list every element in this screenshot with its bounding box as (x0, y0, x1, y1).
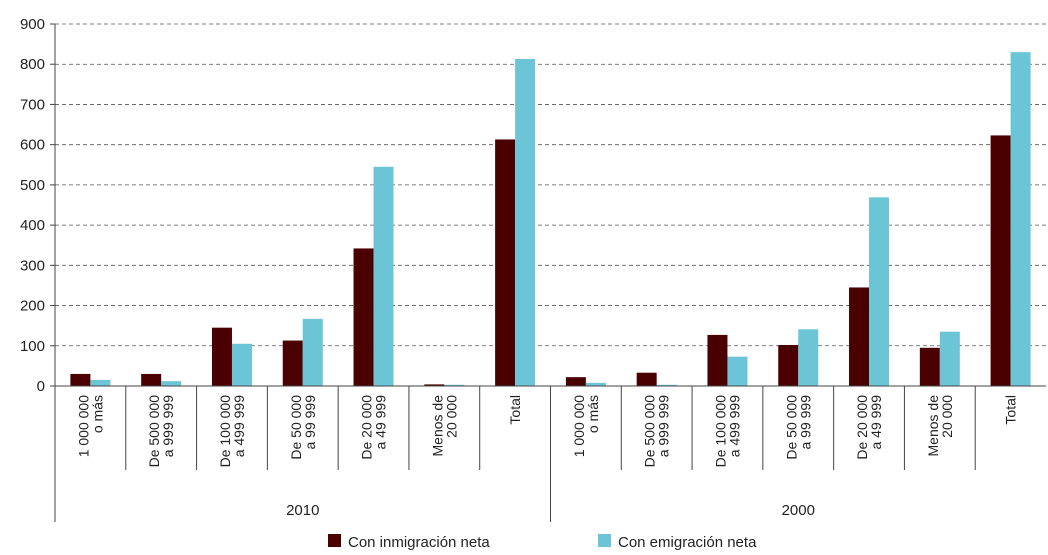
bar (585, 382, 606, 386)
bar (141, 373, 162, 386)
bar (778, 344, 799, 386)
bar (565, 377, 586, 386)
bar (919, 347, 940, 386)
y-tick-label: 100 (20, 338, 45, 355)
y-tick-label: 800 (20, 56, 45, 73)
x-tick-label: De 500 000 (146, 395, 162, 468)
x-tick-label: Menos de (429, 395, 445, 457)
y-tick-label: 200 (20, 298, 45, 315)
bar (90, 379, 111, 386)
y-tick-label: 500 (20, 177, 45, 194)
legend-label: Con emigración neta (618, 534, 757, 550)
bar (727, 356, 748, 386)
x-tick-label: 1 000 000 (75, 395, 91, 457)
bar (990, 135, 1011, 386)
x-tick-label: a 499 999 (726, 395, 742, 457)
x-tick-label: De 100 000 (712, 395, 728, 468)
x-tick-label: Total (1003, 395, 1019, 425)
bar (353, 248, 374, 386)
bar (70, 373, 91, 386)
x-tick-label: a 99 999 (797, 395, 813, 450)
x-tick-label: a 49 999 (373, 395, 389, 450)
y-tick-label: 400 (20, 217, 45, 234)
bar (495, 139, 516, 386)
legend-label: Con inmigración neta (348, 534, 490, 550)
legend-swatch (598, 534, 611, 547)
x-tick-label: De 20 000 (854, 395, 870, 460)
bar (231, 343, 252, 386)
x-tick-label: a 999 999 (160, 395, 176, 457)
x-tick-label: a 499 999 (231, 395, 247, 457)
x-tick-label: De 50 000 (783, 395, 799, 460)
bar (636, 372, 657, 386)
x-tick-label: a 99 999 (302, 395, 318, 450)
bar (302, 318, 323, 386)
group-label: 2000 (782, 502, 815, 519)
x-tick-label: o más (585, 395, 601, 433)
bar (515, 58, 536, 386)
x-tick-label: 20 000 (939, 395, 955, 438)
group-label: 2010 (286, 502, 319, 519)
bar (282, 340, 303, 386)
x-tick-label: 1 000 000 (571, 395, 587, 457)
bar (373, 166, 394, 386)
legend-swatch (328, 534, 341, 547)
bar (849, 287, 870, 386)
y-tick-label: 0 (37, 378, 45, 395)
x-tick-label: De 500 000 (642, 395, 658, 468)
x-tick-label: a 999 999 (656, 395, 672, 457)
bar (798, 329, 819, 386)
y-tick-label: 600 (20, 137, 45, 154)
bar (444, 384, 465, 386)
x-tick-label: o más (89, 395, 105, 433)
x-tick-label: De 50 000 (288, 395, 304, 460)
bar (656, 384, 677, 386)
y-tick-label: 300 (20, 257, 45, 274)
x-tick-label: Menos de (925, 395, 941, 457)
x-tick-label: 20 000 (443, 395, 459, 438)
x-tick-label: a 49 999 (868, 395, 884, 450)
bar (211, 327, 232, 386)
bar (1010, 52, 1031, 387)
bar (869, 197, 890, 386)
bar (161, 381, 182, 386)
bar (939, 331, 960, 386)
bar (707, 334, 728, 386)
x-tick-label: De 100 000 (217, 395, 233, 468)
x-tick-label: Total (507, 395, 523, 425)
x-tick-label: De 20 000 (359, 395, 375, 460)
bar (424, 384, 445, 386)
y-tick-label: 700 (20, 96, 45, 113)
y-tick-label: 900 (20, 16, 45, 33)
